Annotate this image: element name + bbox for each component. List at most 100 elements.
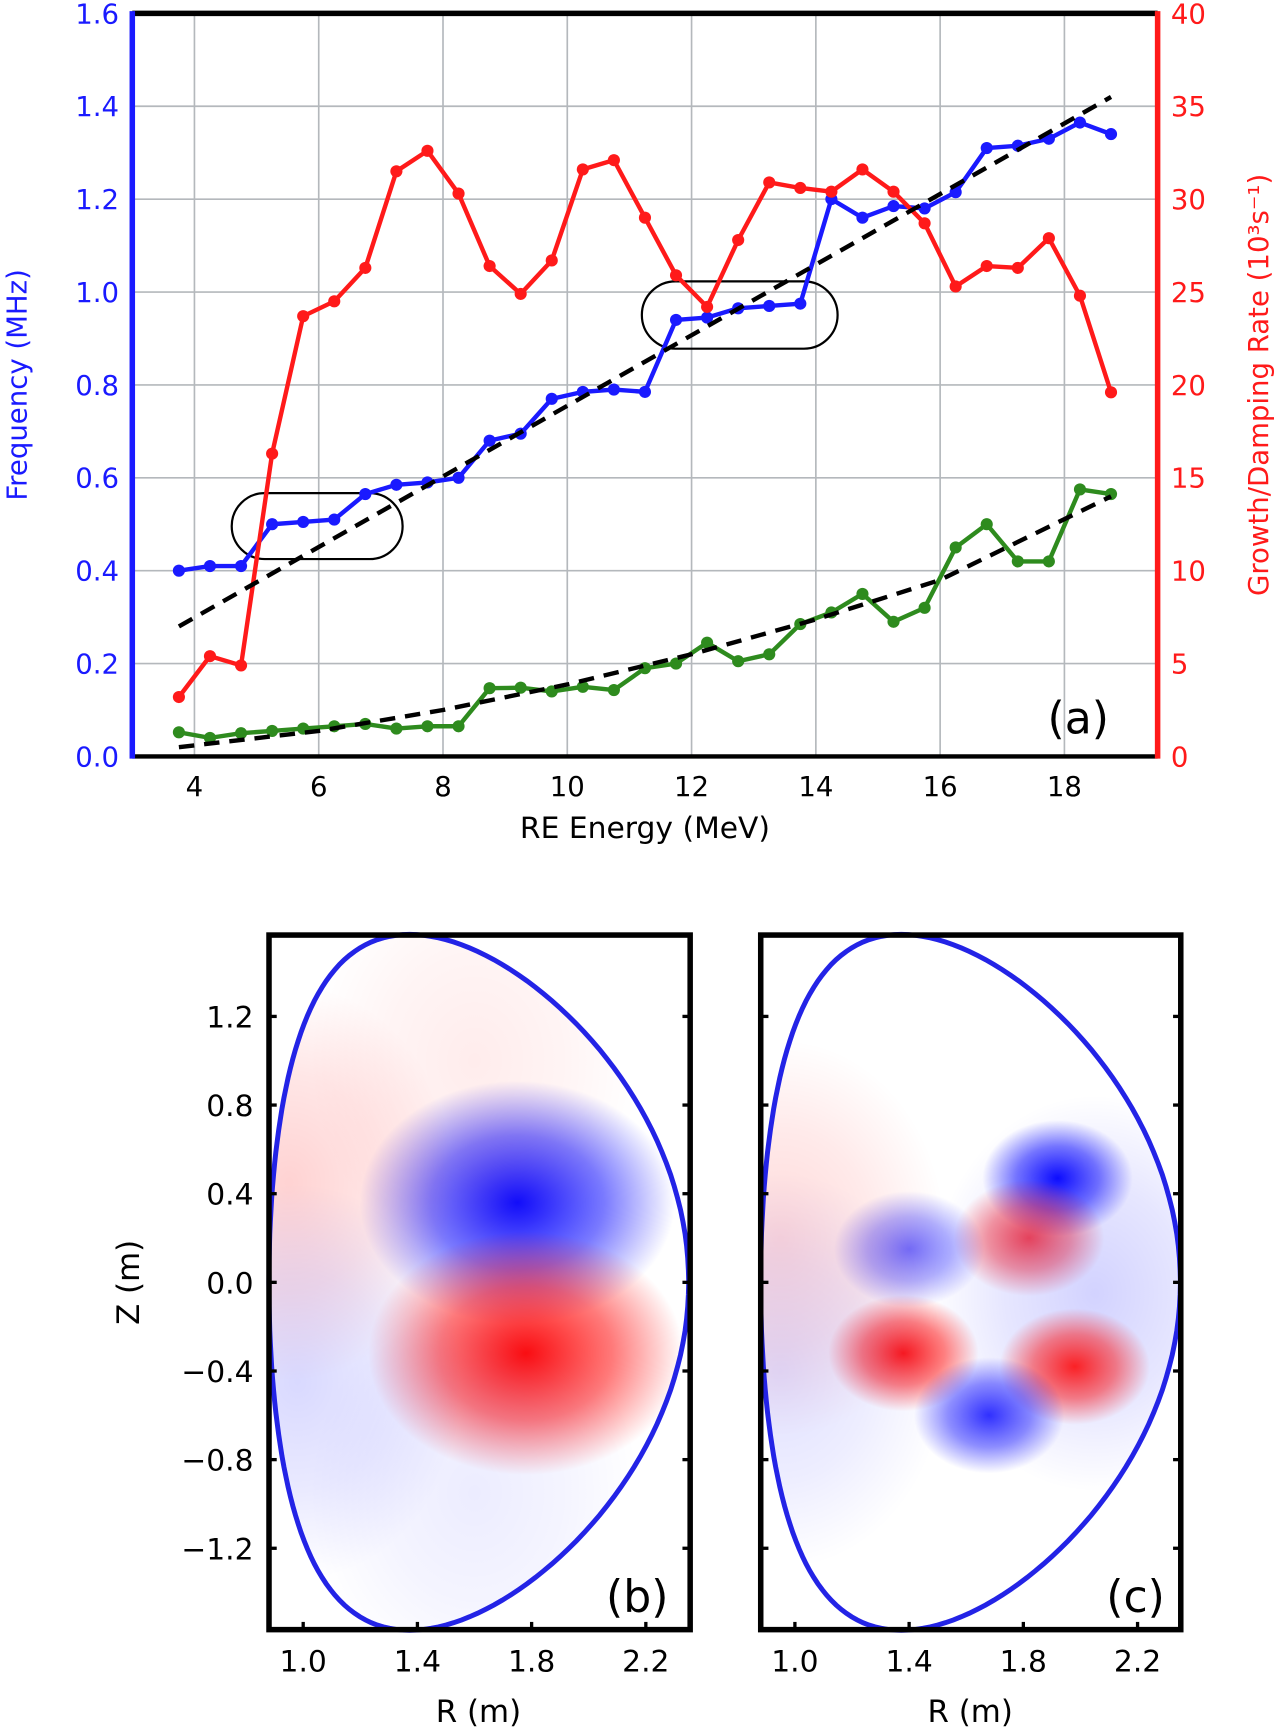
y-axis-label-right: Growth/Damping Rate (10³s⁻¹): [1243, 174, 1275, 596]
mode-structure-field: [760, 1039, 1181, 1570]
data-point-0: [669, 313, 683, 326]
tick-labels: 4 6 8 10 12 14 16 18 0.0 0.2 0.4 0.6 0.8 1.0 1.2 1.4 1.6…: [75, 0, 1206, 803]
data-point-2: [949, 541, 962, 554]
panel-label-b: (b): [606, 1572, 668, 1623]
data-point-0: [1104, 128, 1118, 141]
x-tick-label: 1.8: [1000, 1645, 1047, 1680]
data-point-2: [732, 655, 745, 668]
data-point-1: [980, 259, 993, 273]
data-point-1: [452, 187, 465, 200]
y-tick-label: 1.2: [206, 1000, 253, 1035]
data-point-0: [607, 383, 620, 396]
data-point-2: [266, 724, 279, 737]
data-point-1: [825, 185, 838, 198]
negative-lobe: [760, 1172, 946, 1570]
data-point-1: [856, 163, 869, 176]
data-point-0: [856, 211, 869, 224]
data-point-1: [514, 287, 527, 300]
data-point-0: [483, 434, 496, 447]
data-point-0: [980, 141, 993, 155]
data-point-1: [1042, 232, 1055, 245]
y-tick-label: −0.8: [181, 1444, 253, 1479]
y-tick-label-left: 1.2: [75, 184, 119, 216]
data-point-2: [576, 680, 589, 693]
data-point-1: [576, 163, 589, 176]
data-point-2: [1011, 555, 1024, 568]
y-tick-label-left: 0.6: [75, 463, 119, 495]
data-point-0: [1073, 116, 1087, 129]
data-point-0: [172, 564, 185, 577]
negative-lobe: [913, 1357, 1065, 1474]
panel-label-c: (c): [1106, 1572, 1165, 1623]
data-point-2: [980, 518, 993, 531]
x-tick-label: 1.4: [885, 1645, 932, 1680]
y-tick-label-right: 40: [1171, 0, 1206, 30]
x-tick-label: 16: [923, 771, 958, 803]
y-tick-label: −0.4: [181, 1355, 253, 1390]
y-tick-label-left: 0.0: [75, 741, 119, 773]
data-point-0: [359, 487, 372, 501]
data-point-1: [949, 280, 962, 293]
y-tick-label-right: 10: [1171, 556, 1206, 588]
x-tick-label: 1.0: [280, 1645, 327, 1680]
panel-label-a: (a): [1048, 693, 1109, 744]
data-point-0: [297, 515, 310, 528]
panel-b: 1.0 1.4 1.8 2.2 1.2 0.8 0.4 0.0 −0.4 −0.8 −1.2: [181, 931, 693, 1680]
x-tick-label: 4: [186, 771, 204, 803]
highlight-box: [230, 492, 404, 561]
data-point-1: [234, 659, 248, 672]
data-point-2: [918, 601, 931, 614]
y-tick-label-right: 5: [1171, 648, 1189, 680]
x-tick-label: 1.4: [394, 1645, 441, 1680]
panel-a: 4 6 8 10 12 14 16 18 0.0 0.2 0.4 0.6 0.8 1.0 1.2 1.4 1.6…: [1, 0, 1274, 846]
y-tick-label-right: 25: [1171, 277, 1206, 309]
y-tick-label-left: 1.6: [75, 0, 119, 30]
data-point-2: [483, 682, 496, 695]
data-point-2: [234, 727, 248, 740]
data-point-2: [763, 648, 776, 661]
data-point-2: [607, 683, 620, 697]
x-axis-label: RE Energy (MeV): [520, 811, 770, 846]
y-tick-label-right: 0: [1171, 741, 1189, 773]
data-point-2: [887, 615, 900, 628]
data-point-0: [887, 200, 900, 213]
data-point-2: [452, 720, 465, 733]
data-point-1: [266, 447, 279, 460]
data-point-0: [266, 518, 279, 531]
y-tick-label: 0.4: [206, 1178, 253, 1213]
data-point-1: [638, 211, 652, 224]
data-point-0: [638, 385, 652, 398]
y-tick-label: −1.2: [181, 1532, 253, 1567]
y-tick-label-left: 0.8: [75, 370, 119, 402]
data-point-2: [514, 681, 527, 694]
data-point-2: [856, 587, 869, 600]
data-point-1: [887, 185, 900, 198]
data-point-1: [701, 300, 714, 313]
x-axis-label-b: R (m): [436, 1694, 521, 1729]
series-lines: [172, 95, 1118, 750]
x-tick-label: 18: [1047, 771, 1082, 803]
x-tick-label: 14: [798, 771, 833, 803]
data-point-2: [172, 726, 185, 739]
y-tick-label: 0.0: [206, 1266, 253, 1301]
x-tick-label: 8: [434, 771, 452, 803]
y-tick-label: 0.8: [206, 1089, 253, 1124]
data-point-1: [732, 233, 745, 247]
y-tick-label-right: 15: [1171, 463, 1206, 495]
data-point-0: [452, 471, 465, 484]
y-axis-label-b: Z (m): [111, 1240, 147, 1325]
data-point-0: [794, 297, 807, 310]
x-tick-label: 2.2: [622, 1645, 669, 1680]
data-point-2: [390, 722, 403, 735]
panel-c: 1.0 1.4 1.8 2.2: [757, 931, 1184, 1680]
data-point-0: [203, 559, 217, 573]
data-point-0: [390, 478, 403, 491]
fit-line-1: [178, 494, 1112, 750]
data-point-1: [359, 261, 372, 274]
data-point-1: [390, 165, 403, 178]
x-tick-label: 1.0: [771, 1645, 818, 1680]
data-point-2: [421, 720, 434, 733]
y-tick-label-right: 20: [1171, 370, 1206, 402]
x-tick-label: 12: [674, 771, 709, 803]
highlight-box: [640, 280, 839, 350]
